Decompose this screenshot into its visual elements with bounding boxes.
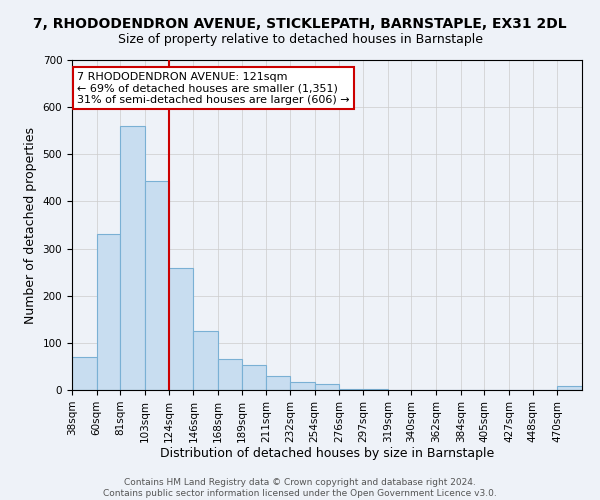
Bar <box>97 234 121 390</box>
Bar <box>340 388 363 390</box>
Bar <box>169 268 193 390</box>
Text: Size of property relative to detached houses in Barnstaple: Size of property relative to detached ho… <box>118 32 482 46</box>
Bar <box>242 366 266 390</box>
Bar <box>121 126 145 390</box>
Text: 7, RHODODENDRON AVENUE, STICKLEPATH, BARNSTAPLE, EX31 2DL: 7, RHODODENDRON AVENUE, STICKLEPATH, BAR… <box>33 18 567 32</box>
Bar <box>363 389 388 390</box>
Bar <box>290 382 314 390</box>
Bar <box>193 331 218 390</box>
Bar <box>314 384 340 390</box>
Text: Contains HM Land Registry data © Crown copyright and database right 2024.
Contai: Contains HM Land Registry data © Crown c… <box>103 478 497 498</box>
Text: 7 RHODODENDRON AVENUE: 121sqm
← 69% of detached houses are smaller (1,351)
31% o: 7 RHODODENDRON AVENUE: 121sqm ← 69% of d… <box>77 72 350 105</box>
Bar <box>145 181 169 390</box>
Bar <box>218 360 242 390</box>
Y-axis label: Number of detached properties: Number of detached properties <box>24 126 37 324</box>
X-axis label: Distribution of detached houses by size in Barnstaple: Distribution of detached houses by size … <box>160 448 494 460</box>
Bar <box>557 386 582 390</box>
Bar <box>266 376 290 390</box>
Bar <box>72 357 97 390</box>
